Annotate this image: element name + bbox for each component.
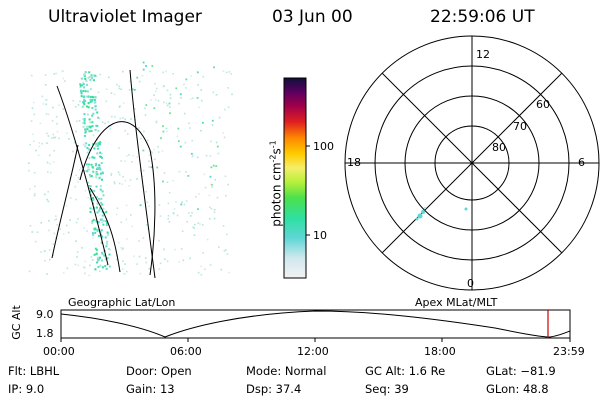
orbit-ymin: 1.8 [36, 327, 54, 340]
lat-80-label: 80 [492, 141, 506, 154]
orbit-xtick: 18:00 [424, 345, 456, 358]
orbit-xtick: 00:00 [43, 345, 75, 358]
geo-grid-line [56, 85, 109, 266]
lat-60-label: 60 [536, 98, 550, 111]
info-dsp: Dsp: 37.4 [246, 382, 302, 396]
info-gain: Gain: 13 [126, 382, 175, 396]
info-seq: Seq: 39 [365, 382, 409, 396]
info-mode: Mode: Normal [246, 364, 327, 378]
geo-grid-line [79, 121, 156, 276]
info-glon: GLon: 48.8 [486, 382, 549, 396]
info-gcalt: GC Alt: 1.6 Re [365, 364, 446, 378]
mlt-6-label: 6 [578, 156, 585, 169]
instrument-title: Ultraviolet Imager [48, 7, 202, 27]
polar-diagonal [381, 72, 563, 254]
lat-70-label: 70 [513, 120, 527, 133]
orbit-xtick: 06:00 [170, 345, 202, 358]
mlt-18-label: 18 [347, 156, 361, 169]
geo-grid-line [89, 187, 121, 273]
mlt-0-label: 0 [467, 277, 474, 290]
geo-caption: Geographic Lat/Lon [68, 296, 176, 309]
info-door: Door: Open [126, 364, 192, 378]
info-ip: IP: 9.0 [8, 382, 45, 396]
color-bar [283, 77, 310, 279]
geo-grid-line [51, 144, 79, 259]
geo-grid-line [129, 69, 156, 279]
colorbar-tick-100: 100 [313, 140, 334, 153]
mlt-12-label: 12 [476, 48, 490, 61]
date-label: 03 Jun 00 [272, 7, 353, 27]
orbit-xtick: 12:00 [297, 345, 329, 358]
info-glat: GLat: −81.9 [486, 364, 556, 378]
orbit-ymax: 9.0 [36, 308, 54, 321]
colorbar-tick-10: 10 [313, 229, 327, 242]
aurora-speckles [28, 61, 233, 277]
polar-caption: Apex MLat/MLT [415, 296, 498, 309]
time-label: 22:59:06 UT [430, 7, 535, 27]
info-flt: Flt: LBHL [8, 364, 60, 378]
altitude-curve [60, 310, 571, 338]
orbit-xtick: 23:59 [553, 345, 585, 358]
orbit-ylabel: GC Alt [9, 305, 23, 340]
